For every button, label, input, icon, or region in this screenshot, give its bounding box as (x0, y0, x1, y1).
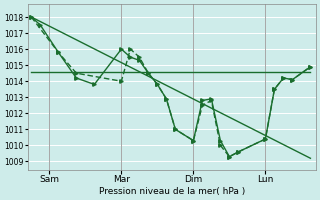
X-axis label: Pression niveau de la mer( hPa ): Pression niveau de la mer( hPa ) (99, 187, 245, 196)
